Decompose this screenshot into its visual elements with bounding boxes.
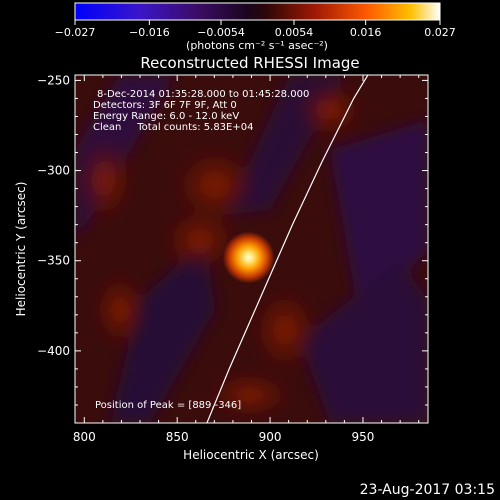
colorbar-ticks: −0.027 −0.016 −0.0054 0.0054 0.016 0.027 xyxy=(55,20,456,39)
x-axis-label: Heliocentric X (arcsec) xyxy=(183,448,319,462)
positive-region xyxy=(75,135,135,225)
colorbar-tick-label: −0.016 xyxy=(129,26,170,39)
positive-region xyxy=(295,80,365,140)
chart-title: Reconstructed RHESSI Image xyxy=(140,54,359,72)
x-tick-label: 850 xyxy=(166,430,189,444)
colorbar-tick-label: 0.0054 xyxy=(275,26,314,39)
annotation-block: 8-Dec-2014 01:35:28.000 to 01:45:28.000 … xyxy=(93,89,309,133)
colorbar-gradient xyxy=(74,2,441,21)
image-area xyxy=(75,75,428,423)
annotation-detectors: Detectors: 3F 6F 7F 9F, Att 0 xyxy=(93,100,237,111)
x-axis: 800 850 900 950 xyxy=(73,75,420,444)
annotation-time-range: 8-Dec-2014 01:35:28.000 to 01:45:28.000 xyxy=(97,89,309,100)
peak-source xyxy=(222,231,275,284)
annotation-energy: Energy Range: 6.0 - 12.0 keV xyxy=(93,111,239,122)
y-tick-label: −350 xyxy=(37,254,70,268)
colorbar-units: (photons cm⁻² s⁻¹ asec⁻²) xyxy=(186,39,328,52)
x-tick-label: 900 xyxy=(259,430,282,444)
positive-region xyxy=(205,370,295,420)
peak-position-label: Position of Peak = [889,-346] xyxy=(95,400,241,411)
x-tick-label: 950 xyxy=(352,430,375,444)
positive-region xyxy=(250,285,320,375)
x-tick-label: 800 xyxy=(73,430,96,444)
annotation-clean-counts: Clean Total counts: 5.83E+04 xyxy=(93,122,253,133)
timestamp: 23-Aug-2017 03:15 xyxy=(360,482,495,498)
negative-band xyxy=(110,240,215,423)
colorbar-tick-label: −0.027 xyxy=(55,26,96,39)
y-axis: −250 −300 −350 −400 xyxy=(37,73,428,406)
colorbar: −0.027 −0.016 −0.0054 0.0054 0.016 0.027 (pho… xyxy=(55,2,456,52)
negative-band xyxy=(300,260,428,423)
positive-region xyxy=(160,205,240,275)
y-tick-label: −250 xyxy=(37,73,70,87)
colorbar-tick-label: 0.027 xyxy=(424,26,456,39)
diffuse-structure xyxy=(75,75,428,423)
y-tick-label: −400 xyxy=(37,344,70,358)
colorbar-tick-label: 0.016 xyxy=(350,26,382,39)
solar-limb xyxy=(206,75,369,423)
y-tick-label: −300 xyxy=(37,164,70,178)
y-axis-label: Heliocentric Y (arcsec) xyxy=(14,182,28,317)
colorbar-tick-label: −0.0054 xyxy=(197,26,245,39)
positive-region xyxy=(92,270,148,350)
positive-region xyxy=(170,145,260,225)
